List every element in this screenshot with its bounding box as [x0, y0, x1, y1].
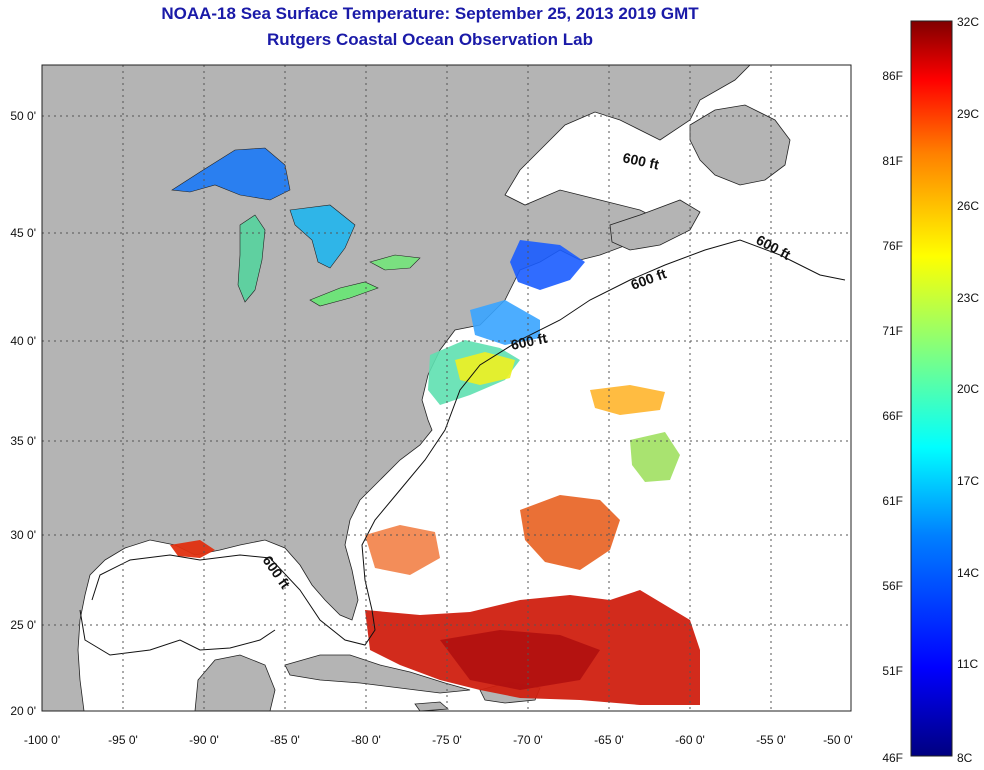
- lake-ontario: [369, 254, 421, 271]
- lat-tick-label: 20 0': [10, 704, 36, 718]
- colorbar-f-label: 71F: [882, 324, 903, 338]
- land-north-america: [42, 65, 751, 711]
- colorbar: [910, 20, 953, 757]
- colorbar-f-label: 46F: [882, 751, 903, 765]
- colorbar-c-label: 26C: [957, 199, 979, 213]
- lon-tick-label: -90 0': [189, 733, 219, 747]
- colorbar-c-label: 8C: [957, 751, 973, 765]
- land-cuba: [284, 654, 471, 694]
- lat-tick-label: 45 0': [10, 226, 36, 240]
- colorbar-celsius-labels: 32C 29C 26C 23C 20C 17C 14C 11C 8C: [957, 15, 979, 765]
- map-title: NOAA-18 Sea Surface Temperature: Septemb…: [161, 4, 699, 23]
- lon-tick-label: -85 0': [270, 733, 300, 747]
- colorbar-f-label: 61F: [882, 494, 903, 508]
- colorbar-c-label: 20C: [957, 382, 979, 396]
- colorbar-fahrenheit-labels: 86F 81F 76F 71F 66F 61F 56F 51F 46F: [882, 69, 903, 765]
- lat-tick-label: 25 0': [10, 618, 36, 632]
- lat-tick-label: 30 0': [10, 528, 36, 542]
- colorbar-f-label: 81F: [882, 154, 903, 168]
- lon-tick-label: -95 0': [108, 733, 138, 747]
- lake-erie: [309, 281, 379, 307]
- contour-600ft: [91, 239, 846, 646]
- colorbar-f-label: 66F: [882, 409, 903, 423]
- lon-tick-label: -60 0': [675, 733, 705, 747]
- land-yucatan: [194, 654, 276, 711]
- lon-tick-label: -70 0': [513, 733, 543, 747]
- lake-michigan: [237, 214, 266, 303]
- colorbar-f-label: 76F: [882, 239, 903, 253]
- colorbar-c-label: 11C: [957, 657, 978, 671]
- lat-tick-label: 35 0': [10, 434, 36, 448]
- contour-label: 600 ft: [509, 330, 548, 353]
- contour-label: 600 ft: [621, 149, 660, 172]
- lon-tick-label: -80 0': [351, 733, 381, 747]
- colorbar-f-label: 51F: [882, 664, 903, 678]
- lake-huron: [289, 204, 356, 269]
- sst-patches: [170, 240, 700, 705]
- land-nova-scotia: [609, 199, 701, 251]
- map-subtitle: Rutgers Coastal Ocean Observation Lab: [267, 30, 593, 49]
- land-newfoundland: [689, 104, 791, 186]
- land-jamaica: [414, 701, 449, 711]
- lon-tick-label: -100 0': [24, 733, 60, 747]
- lat-tick-label: 50 0': [10, 109, 36, 123]
- colorbar-c-label: 17C: [957, 474, 979, 488]
- contour-gulf-inner: [79, 609, 276, 656]
- lon-tick-label: -65 0': [594, 733, 624, 747]
- lat-axis: 50 0' 45 0' 40 0' 35 0' 30 0' 25 0' 20 0…: [10, 109, 36, 718]
- lon-axis: -100 0' -95 0' -90 0' -85 0' -80 0' -75 …: [24, 733, 853, 747]
- colorbar-c-label: 23C: [957, 291, 979, 305]
- lat-tick-label: 40 0': [10, 334, 36, 348]
- lon-tick-label: -55 0': [756, 733, 786, 747]
- colorbar-c-label: 14C: [957, 566, 979, 580]
- lake-superior: [171, 147, 291, 201]
- lon-tick-label: -50 0': [823, 733, 853, 747]
- colorbar-f-label: 56F: [882, 579, 903, 593]
- lon-tick-label: -75 0': [432, 733, 462, 747]
- colorbar-c-label: 32C: [957, 15, 979, 29]
- colorbar-c-label: 29C: [957, 107, 979, 121]
- colorbar-f-label: 86F: [882, 69, 903, 83]
